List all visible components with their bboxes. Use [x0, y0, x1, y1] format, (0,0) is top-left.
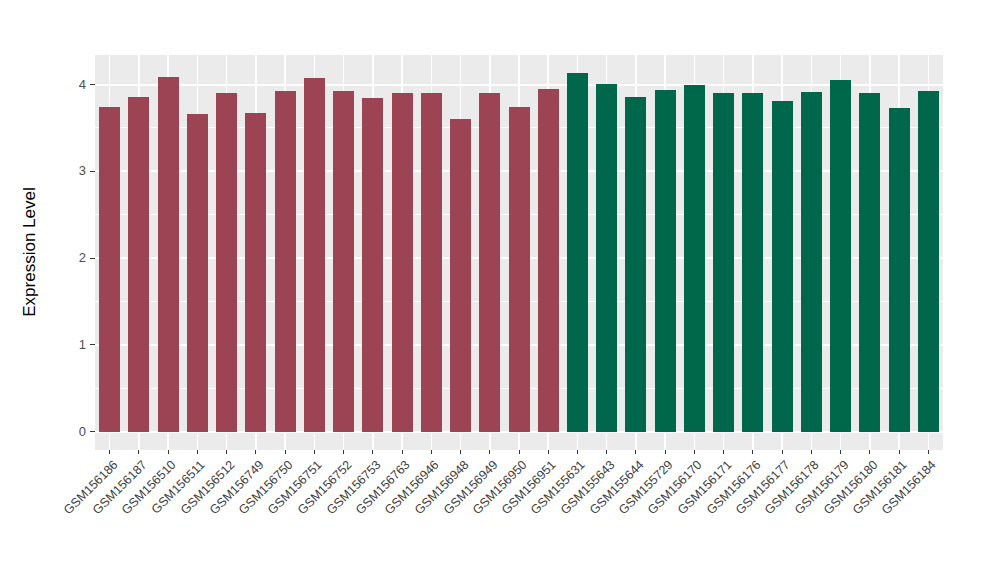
bar-GSM156946: [421, 93, 442, 432]
y-tick-mark: [90, 344, 95, 345]
x-tick-mark: [635, 450, 636, 454]
y-tick-label: 1: [56, 337, 86, 353]
bar-GSM155644: [625, 97, 646, 432]
bar-GSM155729: [655, 90, 676, 432]
x-tick-mark: [255, 450, 256, 454]
x-tick-mark: [519, 450, 520, 454]
x-tick-mark: [489, 450, 490, 454]
bar-GSM156949: [479, 93, 500, 432]
x-tick-mark: [402, 450, 403, 454]
bar-GSM156512: [216, 93, 237, 432]
x-tick-mark: [928, 450, 929, 454]
x-tick-mark: [168, 450, 169, 454]
bar-GSM156187: [128, 97, 149, 432]
x-tick-mark: [665, 450, 666, 454]
x-tick-mark: [869, 450, 870, 454]
bar-GSM156181: [889, 108, 910, 432]
x-tick-mark: [226, 450, 227, 454]
y-tick-mark: [90, 171, 95, 172]
x-tick-mark: [138, 450, 139, 454]
bar-GSM156171: [713, 93, 734, 432]
x-tick-mark: [197, 450, 198, 454]
bar-GSM156180: [859, 93, 880, 432]
bar-GSM156750: [275, 91, 296, 432]
bar-GSM156178: [801, 92, 822, 431]
x-tick-mark: [694, 450, 695, 454]
bar-GSM156184: [918, 91, 939, 431]
bar-GSM155643: [596, 84, 617, 432]
y-tick-mark: [90, 84, 95, 85]
x-tick-mark: [314, 450, 315, 454]
bar-GSM156948: [450, 119, 471, 432]
y-tick-label: 0: [56, 424, 86, 440]
plot-panel: [95, 55, 943, 450]
x-tick-mark: [548, 450, 549, 454]
y-tick-mark: [90, 258, 95, 259]
bar-GSM156177: [772, 101, 793, 432]
bar-GSM156751: [304, 78, 325, 432]
x-tick-mark: [431, 450, 432, 454]
bar-GSM156752: [333, 91, 354, 432]
bar-GSM156749: [245, 113, 266, 432]
bar-GSM156951: [538, 89, 559, 432]
x-tick-mark: [840, 450, 841, 454]
bar-GSM156763: [392, 93, 413, 432]
x-tick-mark: [752, 450, 753, 454]
bar-GSM156176: [742, 93, 763, 432]
x-tick-mark: [723, 450, 724, 454]
x-tick-mark: [782, 450, 783, 454]
y-axis-title: Expression Level: [20, 187, 40, 316]
bar-GSM156950: [509, 107, 530, 432]
y-tick-label: 4: [56, 77, 86, 93]
x-tick-mark: [899, 450, 900, 454]
x-tick-mark: [460, 450, 461, 454]
bar-GSM156511: [187, 114, 208, 432]
x-tick-mark: [109, 450, 110, 454]
expression-bar-chart: Expression Level 01234 GSM156186GSM15618…: [0, 0, 1000, 580]
bar-GSM156179: [830, 80, 851, 432]
x-tick-mark: [343, 450, 344, 454]
bar-GSM155631: [567, 73, 588, 432]
bar-GSM156753: [362, 98, 383, 432]
x-tick-mark: [285, 450, 286, 454]
y-tick-label: 3: [56, 163, 86, 179]
bar-GSM156170: [684, 85, 705, 431]
x-tick-mark: [372, 450, 373, 454]
x-tick-mark: [577, 450, 578, 454]
bar-GSM156510: [158, 77, 179, 432]
x-tick-mark: [811, 450, 812, 454]
y-tick-mark: [90, 431, 95, 432]
y-tick-label: 2: [56, 250, 86, 266]
x-tick-mark: [606, 450, 607, 454]
bar-GSM156186: [99, 107, 120, 432]
